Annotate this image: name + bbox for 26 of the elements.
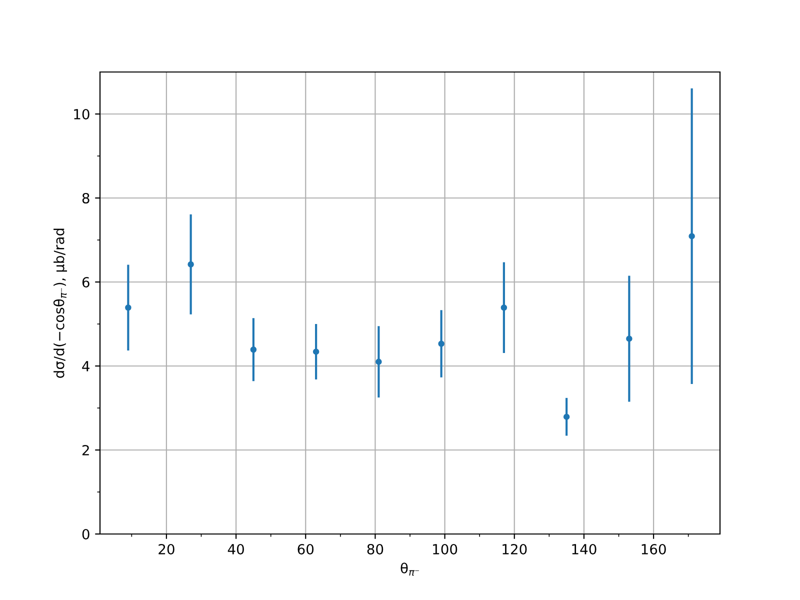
x-tick-label: 40 — [228, 544, 244, 554]
point — [688, 233, 695, 240]
x-tick-label: 100 — [433, 544, 458, 554]
point — [188, 261, 194, 268]
y-tick-label: 10 — [74, 108, 90, 120]
point — [250, 346, 257, 353]
x-tick-label: 80 — [367, 544, 384, 554]
point — [312, 348, 320, 355]
y-tick-label: 4 — [82, 361, 90, 372]
x-tick-label: 160 — [642, 544, 666, 554]
point — [563, 414, 570, 420]
x-tick-label: 120 — [502, 544, 527, 554]
y-axis-title: dσ/d(−cosθ$_{π⁻}$), μb/rad — [53, 228, 67, 378]
point — [626, 336, 632, 342]
point — [438, 340, 444, 347]
x-tick-label: 60 — [298, 544, 314, 554]
y-tick-label: 8 — [82, 192, 90, 204]
point — [500, 304, 508, 311]
y-tick-label: 6 — [82, 276, 90, 288]
x-tick-label: 20 — [158, 544, 174, 554]
point — [125, 304, 132, 311]
y-tick-label: 2 — [82, 444, 89, 456]
point — [376, 358, 382, 365]
x-tick-label: 140 — [572, 544, 596, 554]
y-tick-label: 0 — [82, 528, 90, 540]
x-axis-title: θ$_{π⁻}$ — [400, 562, 419, 576]
